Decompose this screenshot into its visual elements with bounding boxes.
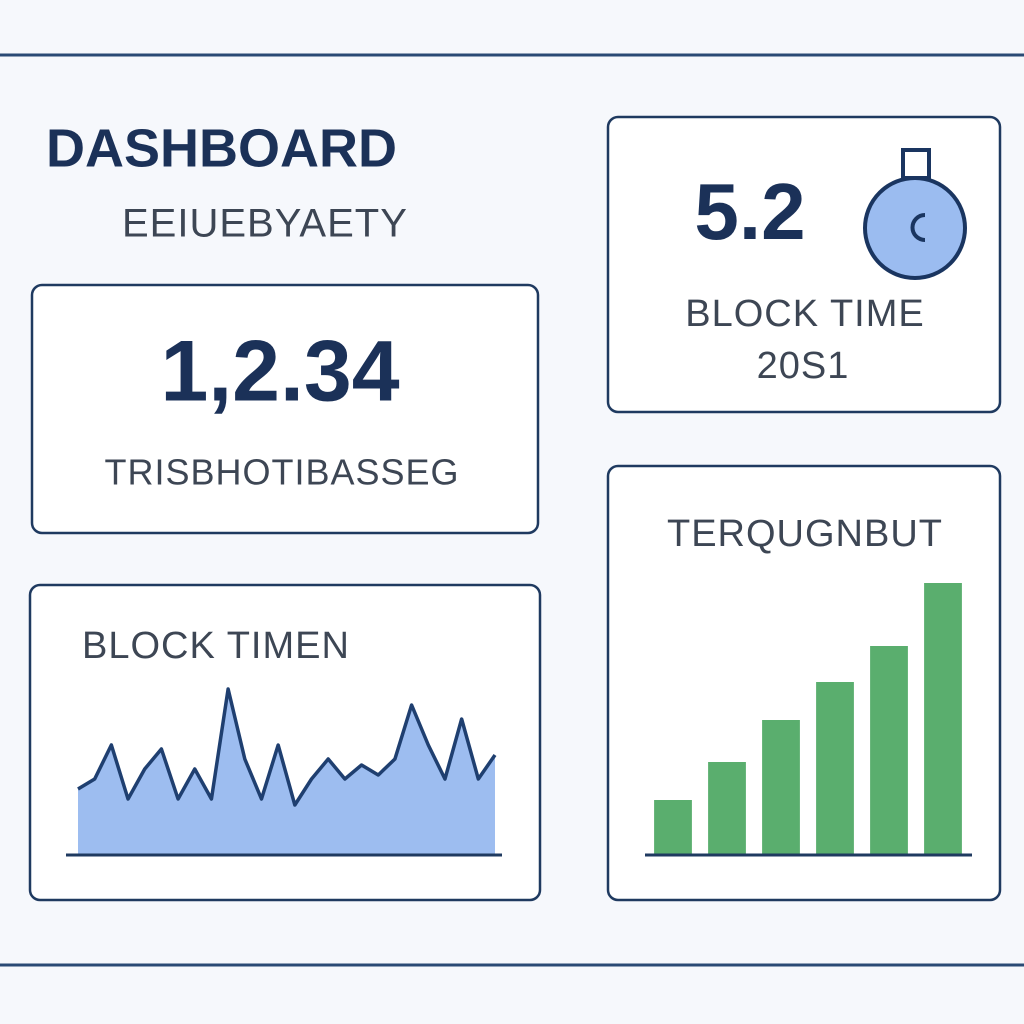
- bar: [708, 762, 746, 855]
- subtitle: EEIUEBYAETY: [122, 202, 408, 246]
- block-time-label: BLOCK TIME: [685, 293, 924, 335]
- block-time-sublabel: 20S1: [757, 345, 850, 387]
- transactions-value: 1,2.34: [160, 324, 399, 420]
- area-fill: [78, 689, 495, 855]
- block-time-chart-title: BLOCK TIMEN: [82, 625, 350, 667]
- stopwatch-icon: [863, 148, 967, 280]
- area-line: [77, 687, 497, 807]
- transactions-label: TRISBHOTIBASSEG: [104, 452, 459, 493]
- bar: [762, 720, 800, 855]
- title: DASHBOARD: [46, 118, 397, 178]
- block-time-value: 5.2: [694, 167, 805, 256]
- throughput-title: TERQUGNBUT: [667, 513, 943, 555]
- transactions-card: [30, 283, 540, 535]
- bar: [870, 646, 908, 855]
- bar: [924, 583, 962, 855]
- bar: [816, 682, 854, 855]
- bar: [654, 800, 692, 855]
